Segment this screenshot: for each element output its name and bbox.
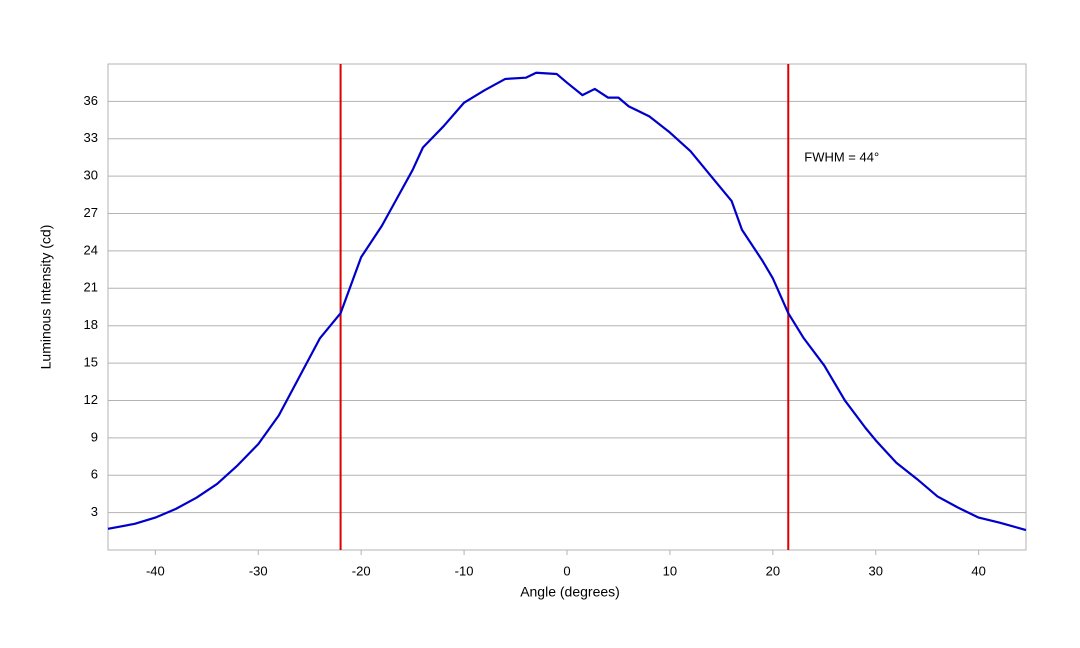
y-tick-label: 3 (91, 504, 98, 519)
y-tick-label: 21 (84, 280, 98, 295)
y-axis-label: Luminous Intensity (cd) (38, 225, 54, 370)
x-tick-label: -30 (249, 563, 268, 578)
x-tick-label: 40 (971, 563, 985, 578)
y-tick-label: 27 (84, 205, 98, 220)
x-tick-label: 30 (869, 563, 883, 578)
x-tick-label: 20 (766, 563, 780, 578)
y-tick-label: 36 (84, 93, 98, 108)
y-tick-label: 33 (84, 130, 98, 145)
y-tick-label: 9 (91, 429, 98, 444)
y-tick-label: 6 (91, 467, 98, 482)
x-tick-label: 0 (563, 563, 570, 578)
x-tick-label: 10 (663, 563, 677, 578)
data-line (107, 71, 1027, 532)
annotation: FWHM = 44° (804, 149, 879, 164)
y-tick-label: 30 (84, 168, 98, 183)
y-tick-label: 24 (84, 242, 98, 257)
y-tick-label: 18 (84, 317, 98, 332)
x-tick-label: -10 (455, 563, 474, 578)
y-tick-label: 15 (84, 355, 98, 370)
y-tick-label: 12 (84, 392, 98, 407)
plot-frame (107, 63, 1027, 551)
x-tick-label: -40 (146, 563, 165, 578)
x-axis-label: Angle (degrees) (520, 584, 620, 600)
x-tick-label: -20 (352, 563, 371, 578)
